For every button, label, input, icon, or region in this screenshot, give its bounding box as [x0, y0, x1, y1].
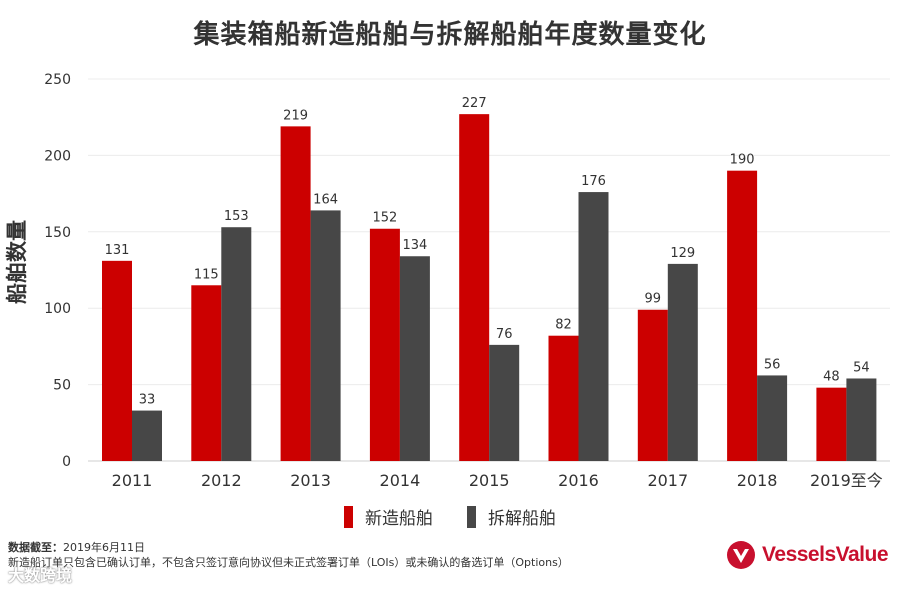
y-axis-label: 船舶数量 — [5, 220, 29, 304]
bar-scrapped — [846, 378, 877, 461]
footnote: 新造船订单只包含已确认订单，不包含只签订意向协议但未正式签署订单（LOIs）或未… — [8, 556, 569, 569]
data-label: 82 — [555, 318, 572, 333]
x-tick-label: 2019至今 — [810, 471, 883, 490]
x-tick-label: 2016 — [558, 471, 599, 490]
y-tick-label: 0 — [62, 454, 71, 470]
data-label: 164 — [313, 192, 338, 207]
data-label: 56 — [764, 357, 781, 372]
x-tick-label: 2013 — [290, 471, 331, 490]
logo-text: VesselsValue — [762, 543, 888, 566]
vesselsvalue-logo: VesselsValue — [726, 540, 888, 570]
y-tick-label: 150 — [44, 225, 71, 241]
legend-item-scrapped: 拆解船舶 — [467, 504, 556, 529]
legend-item-new: 新造船舶 — [344, 504, 433, 529]
x-tick-label: 2017 — [647, 471, 688, 490]
x-tick-label: 2018 — [737, 471, 778, 490]
chart-title: 集装箱船新造船舶与拆解船舶年度数量变化 — [193, 20, 707, 50]
data-label: 54 — [853, 360, 870, 375]
bar-scrapped — [489, 344, 520, 461]
legend-label-scrapped: 拆解船舶 — [488, 509, 556, 529]
watermark: 大数跨境 — [8, 566, 73, 585]
legend-swatch-scrapped — [467, 505, 476, 528]
y-axis-ticks: 0 50 100 150 200 250 — [44, 72, 71, 470]
data-label: 76 — [496, 327, 513, 342]
bar-scrapped — [578, 192, 609, 461]
legend-swatch-new — [344, 505, 353, 528]
y-tick-label: 200 — [44, 148, 71, 164]
y-tick-label: 100 — [44, 301, 71, 317]
vesselsvalue-logo-icon — [727, 541, 756, 569]
data-label: 227 — [462, 96, 487, 111]
bar-scrapped — [132, 410, 162, 461]
bar-new — [459, 114, 490, 462]
x-tick-label: 2011 — [112, 471, 153, 490]
legend-label-new: 新造船舶 — [365, 509, 433, 529]
legend: 新造船舶 拆解船舶 — [0, 504, 900, 529]
data-label: 48 — [823, 370, 840, 385]
bar-new — [369, 228, 400, 461]
x-axis-ticks: 2011 2012 2013 2014 2015 2016 2017 2018 2019至今 — [112, 471, 883, 490]
data-labels: 131 33 115 153 219 164 152 134 227 76 82 176 99 129 19… — [105, 96, 870, 407]
data-label: 152 — [372, 211, 397, 226]
bar-new — [816, 387, 847, 461]
data-label: 176 — [581, 174, 606, 189]
footer-note: 数据截至：2019年6月11日 新造船订单只包含已确认订单，不包含只签订意向协议… — [8, 540, 569, 570]
x-tick-label: 2014 — [380, 471, 421, 490]
bar-new — [102, 260, 132, 461]
data-label: 115 — [194, 267, 219, 282]
data-label: 99 — [645, 292, 662, 307]
bar-new — [191, 285, 222, 461]
data-label: 129 — [670, 246, 695, 261]
data-label: 153 — [224, 209, 249, 224]
bar-scrapped — [399, 256, 430, 461]
bar-chart: 0 50 100 150 200 250 船舶数量 131 33 115 153 219 164 15… — [5, 72, 890, 490]
data-label: 131 — [105, 243, 130, 258]
bars — [102, 114, 877, 462]
y-tick-label: 250 — [44, 72, 71, 88]
bar-scrapped — [221, 227, 252, 461]
data-label: 219 — [283, 108, 308, 123]
bar-new — [727, 170, 758, 461]
data-label: 134 — [402, 238, 427, 253]
data-label: 190 — [730, 153, 755, 168]
x-tick-label: 2015 — [469, 471, 510, 490]
bar-new — [548, 335, 579, 461]
bar-scrapped — [757, 375, 788, 461]
x-tick-label: 2012 — [201, 471, 242, 490]
bar-scrapped — [667, 263, 698, 461]
data-label: 33 — [139, 393, 156, 408]
bar-scrapped — [310, 210, 341, 461]
y-tick-label: 50 — [53, 378, 71, 394]
data-date-label: 数据截至： — [8, 541, 63, 554]
bar-new — [637, 309, 668, 461]
data-date-value: 2019年6月11日 — [63, 541, 145, 554]
bar-new — [280, 126, 311, 462]
